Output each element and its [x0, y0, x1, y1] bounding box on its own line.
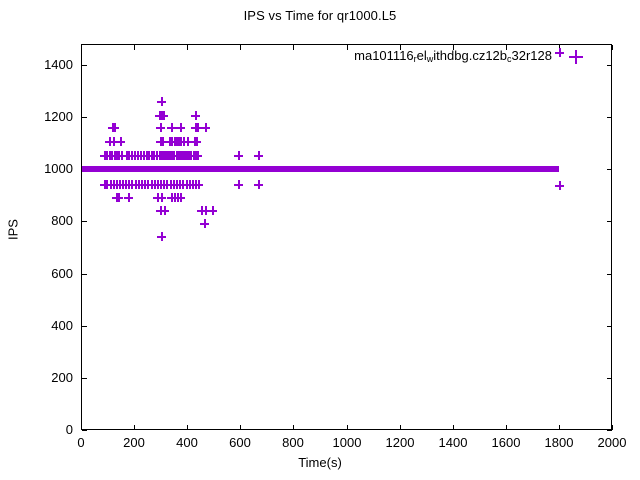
data-point-marker — [201, 205, 211, 215]
x-tick — [400, 425, 401, 430]
y-tick — [82, 65, 87, 66]
data-point-marker — [234, 179, 244, 189]
x-tick-label: 1400 — [438, 435, 468, 450]
y-tick — [82, 430, 87, 431]
data-point-marker — [254, 179, 264, 189]
y-tick-label: 800 — [51, 213, 73, 228]
x-tick — [347, 45, 348, 50]
y-tick-label: 400 — [51, 318, 73, 333]
y-tick — [82, 378, 87, 379]
data-point-marker — [159, 205, 169, 215]
x-tick — [453, 425, 454, 430]
legend-entry-label: ma101116relwithdbg.cz12bc32r128 — [354, 48, 552, 64]
data-point-marker — [182, 136, 192, 146]
x-tick-label: 200 — [123, 435, 145, 450]
x-tick — [293, 45, 294, 50]
x-tick — [240, 425, 241, 430]
data-point-marker — [175, 192, 185, 202]
data-point-marker — [123, 192, 133, 202]
dense-data-band — [82, 166, 559, 173]
data-point-marker — [110, 123, 120, 133]
x-axis-label: Time(s) — [298, 455, 342, 470]
x-tick — [453, 45, 454, 50]
y-tick — [82, 326, 87, 327]
x-tick-label: 1800 — [544, 435, 574, 450]
x-tick — [347, 425, 348, 430]
data-point-marker — [207, 205, 217, 215]
x-tick-label: 1600 — [491, 435, 521, 450]
scatter-plot-area — [82, 45, 611, 429]
x-tick-label: 400 — [176, 435, 198, 450]
y-tick — [607, 221, 612, 222]
data-point-marker — [175, 123, 185, 133]
y-tick — [607, 274, 612, 275]
y-tick-label: 600 — [51, 266, 73, 281]
data-point-marker — [108, 136, 118, 146]
data-point-marker — [234, 150, 244, 160]
x-tick — [187, 425, 188, 430]
data-point-marker — [192, 150, 202, 160]
x-tick — [293, 425, 294, 430]
data-point-marker — [157, 136, 167, 146]
y-tick — [82, 221, 87, 222]
x-tick-label: 600 — [229, 435, 251, 450]
x-tick — [400, 45, 401, 50]
data-point-marker — [167, 123, 177, 133]
data-point-marker — [158, 110, 168, 120]
x-tick — [81, 45, 82, 50]
y-tick-label: 1000 — [44, 161, 73, 176]
y-tick-label: 1200 — [44, 109, 73, 124]
y-tick — [607, 326, 612, 327]
y-axis-label: IPS — [5, 219, 21, 240]
data-point-marker — [554, 180, 564, 190]
x-tick — [134, 45, 135, 50]
data-point-marker — [155, 123, 165, 133]
y-tick-label: 1400 — [44, 57, 73, 72]
x-tick — [134, 425, 135, 430]
data-point-marker — [554, 47, 564, 57]
x-tick-label: 1000 — [332, 435, 362, 450]
data-point-marker — [113, 192, 123, 202]
x-tick-label: 1200 — [385, 435, 415, 450]
data-point-marker — [254, 150, 264, 160]
y-tick — [607, 65, 612, 66]
y-tick-label: 0 — [65, 422, 73, 437]
x-tick — [612, 425, 613, 430]
y-tick-label: 200 — [51, 370, 73, 385]
data-point-marker — [200, 218, 210, 228]
chart-title: IPS vs Time for qr1000.L5 — [243, 8, 397, 23]
x-tick — [612, 45, 613, 50]
data-point-marker — [193, 123, 203, 133]
y-tick — [607, 117, 612, 118]
x-tick — [81, 425, 82, 430]
x-tick — [506, 425, 507, 430]
data-point-marker — [156, 96, 166, 106]
x-tick — [559, 45, 560, 50]
data-point-marker — [116, 136, 126, 146]
data-point-marker — [190, 110, 200, 120]
data-point-marker — [193, 179, 203, 189]
data-point-marker — [156, 192, 166, 202]
plot-frame — [81, 44, 612, 430]
data-point-marker — [191, 136, 201, 146]
x-tick-label: 2000 — [597, 435, 627, 450]
x-tick — [559, 425, 560, 430]
y-tick — [607, 430, 612, 431]
data-point-marker — [156, 231, 166, 241]
data-point-marker — [201, 123, 211, 133]
y-tick — [607, 169, 612, 170]
x-tick-label: 0 — [77, 435, 85, 450]
x-tick — [187, 45, 188, 50]
y-tick — [82, 117, 87, 118]
y-tick — [607, 378, 612, 379]
x-tick-label: 800 — [282, 435, 304, 450]
y-tick — [82, 274, 87, 275]
x-tick — [240, 45, 241, 50]
legend-key-plus-icon — [569, 50, 583, 64]
x-tick — [506, 45, 507, 50]
